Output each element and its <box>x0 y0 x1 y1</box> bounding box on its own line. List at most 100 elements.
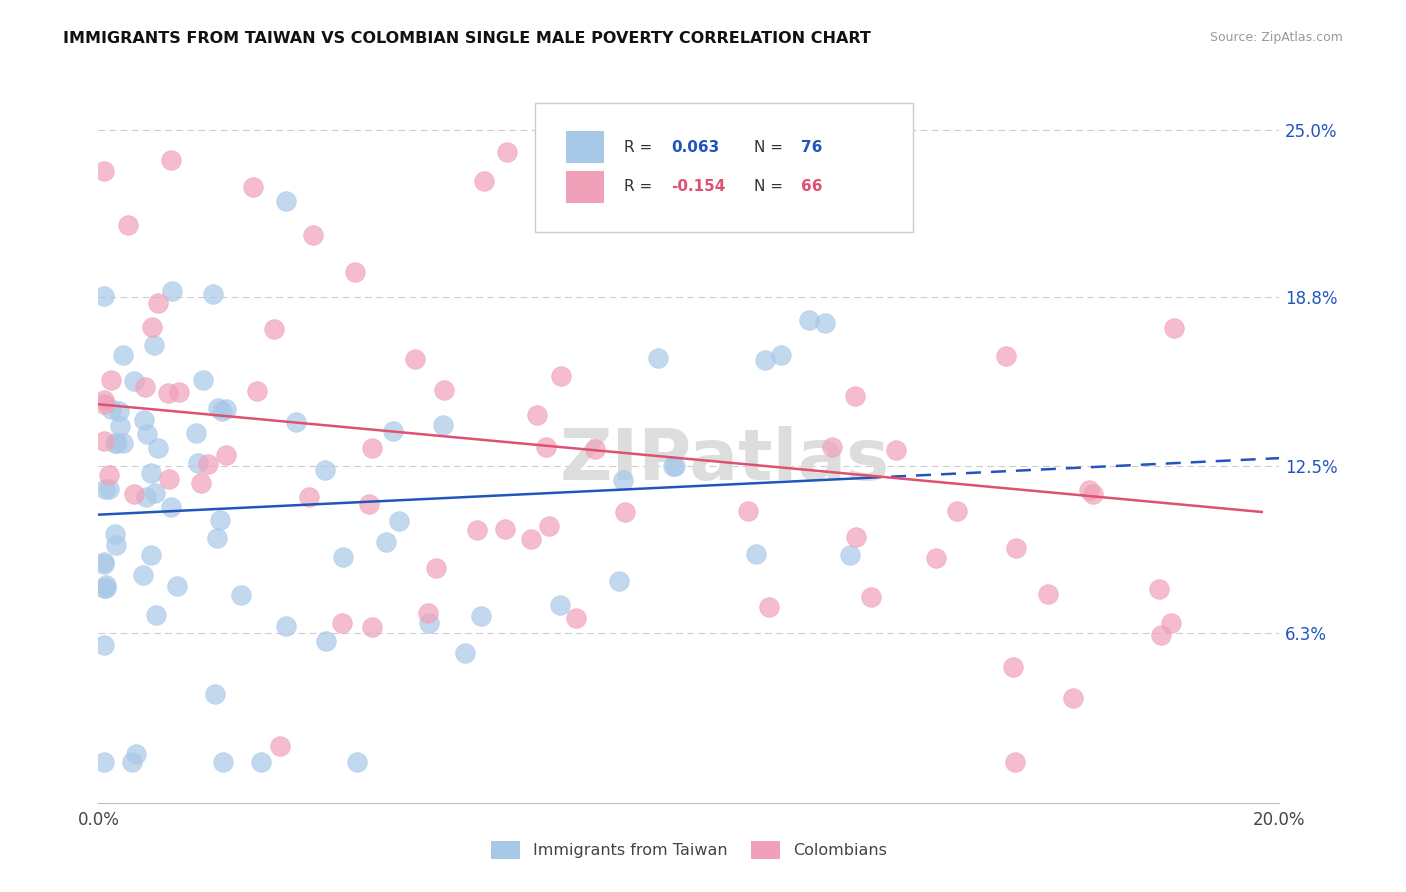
Point <box>754 352 776 367</box>
Point <box>143 486 166 500</box>
Point <box>93 756 115 770</box>
Point <box>134 380 156 394</box>
Point <box>284 415 307 429</box>
Point <box>332 549 354 564</box>
Point <box>94 578 117 592</box>
Point <box>141 320 163 334</box>
Point <box>839 549 862 563</box>
Point <box>770 348 793 362</box>
Point <box>548 598 571 612</box>
Point <box>274 194 297 209</box>
FancyBboxPatch shape <box>536 103 914 232</box>
Point <box>249 756 271 770</box>
Point <box>94 483 117 497</box>
Point <box>330 616 353 631</box>
Point <box>156 386 179 401</box>
Point <box>93 393 115 408</box>
Point <box>1163 320 1185 334</box>
Point <box>1004 541 1026 556</box>
Point <box>454 646 477 660</box>
Point <box>886 442 908 457</box>
Point <box>135 427 157 442</box>
Point <box>117 219 139 233</box>
Point <box>108 419 131 434</box>
Point <box>134 413 156 427</box>
Point <box>361 442 384 456</box>
Point <box>745 547 768 561</box>
Point <box>209 513 232 527</box>
Point <box>494 523 516 537</box>
Point <box>197 457 219 471</box>
Point <box>191 373 214 387</box>
Point <box>93 164 115 178</box>
Point <box>496 145 519 159</box>
Point <box>187 456 209 470</box>
Point <box>1036 587 1059 601</box>
Point <box>550 368 572 383</box>
Point <box>190 475 212 490</box>
Point <box>418 616 440 631</box>
Point <box>382 424 405 438</box>
Point <box>93 638 115 652</box>
Text: 0.063: 0.063 <box>671 139 720 154</box>
Point <box>924 550 946 565</box>
Point <box>269 739 291 754</box>
Point <box>583 442 606 456</box>
Point <box>146 441 169 455</box>
Point <box>97 467 120 482</box>
Point <box>139 548 162 562</box>
Point <box>388 514 411 528</box>
Point <box>1062 690 1084 705</box>
Point <box>359 497 381 511</box>
Point <box>274 618 297 632</box>
Point <box>201 286 224 301</box>
Point <box>160 500 183 515</box>
Point <box>647 351 669 366</box>
Text: 66: 66 <box>801 179 823 194</box>
Point <box>607 574 630 588</box>
Point <box>135 491 157 505</box>
Text: R =: R = <box>624 139 657 154</box>
Point <box>821 440 844 454</box>
Point <box>93 397 115 411</box>
Point <box>737 504 759 518</box>
Point <box>121 756 143 770</box>
Point <box>664 458 686 473</box>
Point <box>108 404 131 418</box>
Text: Source: ZipAtlas.com: Source: ZipAtlas.com <box>1209 31 1343 45</box>
Point <box>538 519 561 533</box>
Point <box>758 599 780 614</box>
Point <box>1147 582 1170 597</box>
Point <box>111 435 134 450</box>
FancyBboxPatch shape <box>567 170 605 203</box>
Point <box>132 567 155 582</box>
Point <box>860 591 883 605</box>
Point <box>433 383 456 397</box>
Point <box>404 351 426 366</box>
Point <box>432 417 454 432</box>
Point <box>93 289 115 303</box>
Point <box>995 349 1018 363</box>
Point <box>125 747 148 761</box>
Point <box>104 436 127 450</box>
Point <box>122 374 145 388</box>
Point <box>100 402 122 417</box>
Point <box>346 756 368 770</box>
Point <box>425 561 447 575</box>
Point <box>160 153 183 167</box>
Point <box>470 608 492 623</box>
Point <box>1150 628 1173 642</box>
Point <box>215 448 238 462</box>
Point <box>94 582 117 596</box>
Point <box>1077 483 1099 497</box>
Legend: Immigrants from Taiwan, Colombians: Immigrants from Taiwan, Colombians <box>491 840 887 859</box>
Point <box>160 284 183 298</box>
FancyBboxPatch shape <box>567 130 605 163</box>
Point <box>166 579 188 593</box>
Point <box>204 687 226 701</box>
Point <box>157 472 180 486</box>
Point <box>662 458 685 473</box>
Point <box>246 384 269 399</box>
Point <box>107 436 129 450</box>
Point <box>519 532 541 546</box>
